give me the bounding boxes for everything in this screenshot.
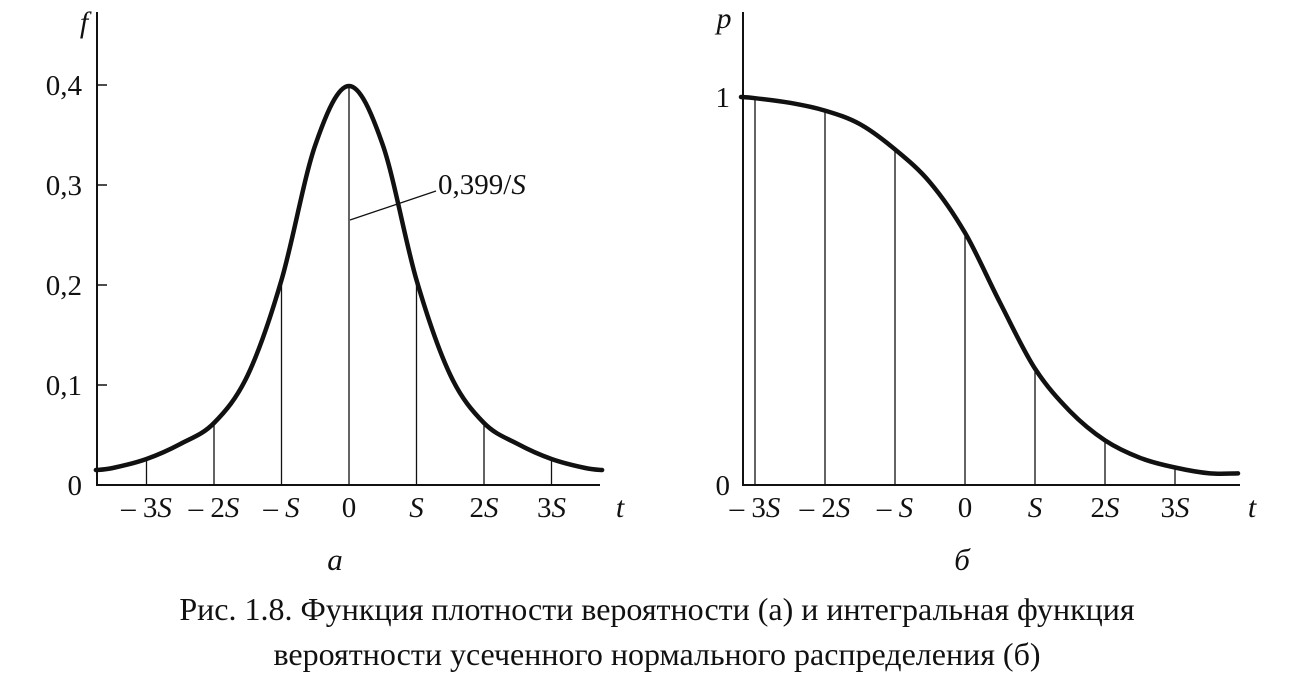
panel-b-y-axis-title: p <box>715 2 732 35</box>
panel-b-curve <box>738 94 1241 477</box>
panel-a-x-axis-title: t <box>616 491 625 524</box>
panel-a-x-tick-label: 3S <box>537 492 567 524</box>
panel-b-y-tick-label: 0 <box>716 470 731 502</box>
caption-line-2: вероятности усеченного нормального распр… <box>273 636 1040 672</box>
panel-a-annotation-leader <box>349 190 437 221</box>
panel-a-x-tick-label: S <box>409 492 424 524</box>
caption-line-1: Рис. 1.8. Функция плотности вероятности … <box>179 591 1135 627</box>
panel-b-x-tick-label: – 2S <box>799 492 851 524</box>
panel-a-y-tick-label: 0,4 <box>46 70 83 102</box>
panel-a-y-tick-label: 0,1 <box>46 370 82 402</box>
panel-b-x-tick-label: 2S <box>1091 492 1121 524</box>
panel-b-label: б <box>954 542 971 577</box>
panel-a-y-tick-label: 0,3 <box>46 170 82 202</box>
panel-a-x-tick-label: – S <box>262 492 300 524</box>
panel-a-x-tick-label: 0 <box>342 492 357 524</box>
panel-a-y-tick-label: 0,2 <box>46 270 82 302</box>
panel-a-density-chart: 0 0,1 0,2 0,3 0,4 – 3S – 2S – S 0 S 2S 3S t f 0,399/S <box>46 6 625 524</box>
panel-b-x-tick-label: 3S <box>1161 492 1191 524</box>
panel-b-x-tick-label: S <box>1028 492 1043 524</box>
panel-a-y-tick-label: 0 <box>68 470 83 502</box>
panel-b-y-tick-label: 1 <box>716 82 731 114</box>
panel-a-curve <box>93 83 605 473</box>
panel-a-label: а <box>327 542 343 577</box>
panel-b-x-tick-label: – S <box>876 492 914 524</box>
panel-a-y-axis-title: f <box>80 6 92 39</box>
panel-a-x-tick-label: 2S <box>470 492 500 524</box>
panel-b-x-tick-label: – 3S <box>729 492 781 524</box>
panel-a-x-tick-label: – 2S <box>188 492 240 524</box>
panel-a-annotation: 0,399/S <box>438 169 526 201</box>
panel-b-x-axis-title: t <box>1248 491 1257 524</box>
panel-b-cumulative-chart: 0 1 – 3S – 2S – S 0 S 2S 3S t p <box>715 2 1257 524</box>
panel-a-x-tick-label: – 3S <box>120 492 172 524</box>
panel-b-x-tick-label: 0 <box>958 492 973 524</box>
